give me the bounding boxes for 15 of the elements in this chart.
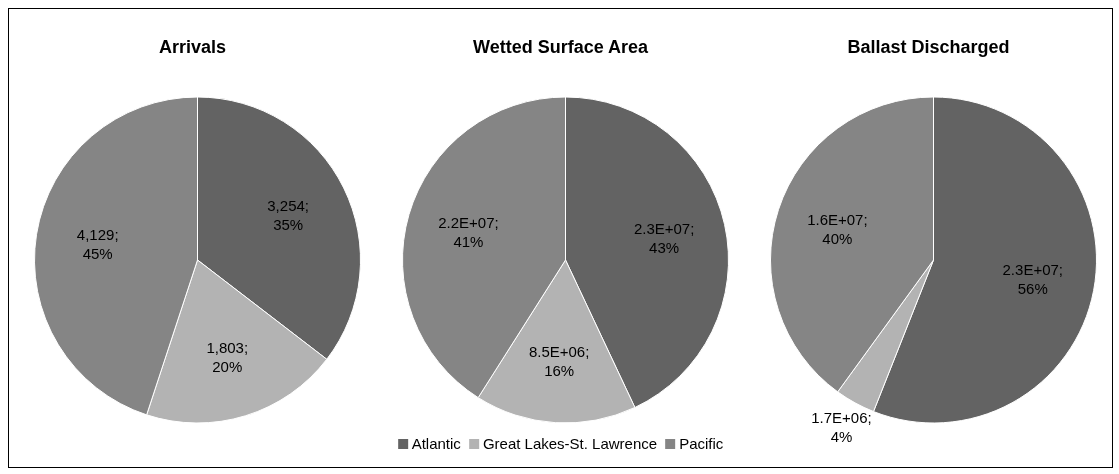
data-label: 1.6E+07; 40% bbox=[807, 210, 868, 247]
legend-label: Atlantic bbox=[411, 435, 461, 452]
chart-title: Arrivals bbox=[157, 37, 227, 58]
data-label: 2.3E+07; 56% bbox=[1002, 260, 1063, 297]
data-label: 8.5E+06; 16% bbox=[528, 342, 590, 379]
data-label: 1.7E+06; 4% bbox=[811, 409, 872, 446]
data-label: 3,254; 35% bbox=[267, 197, 310, 234]
legend-label: Pacific bbox=[679, 435, 724, 452]
chart-title: Ballast Discharged bbox=[846, 37, 1011, 58]
data-label: 2.2E+07; 41% bbox=[438, 213, 499, 250]
chart-title: Wetted Surface Area bbox=[471, 37, 650, 58]
legend-label: Great Lakes-St. Lawrence bbox=[482, 435, 658, 452]
data-label: 2.3E+07; 43% bbox=[633, 219, 695, 256]
data-label: 4,129; 45% bbox=[76, 226, 119, 263]
data-label: 1,803; 20% bbox=[206, 338, 249, 375]
